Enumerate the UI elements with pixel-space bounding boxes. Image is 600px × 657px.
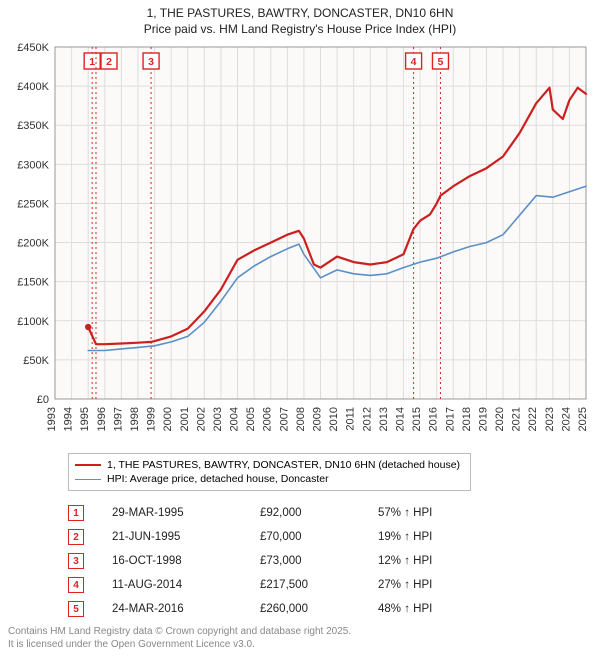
svg-text:2002: 2002 xyxy=(195,407,207,431)
svg-text:£450K: £450K xyxy=(17,42,49,54)
footer-line-1: Contains HM Land Registry data © Crown c… xyxy=(8,625,592,638)
svg-text:2019: 2019 xyxy=(477,407,489,431)
sales-row: 4 11-AUG-2014 £217,500 27% ↑ HPI xyxy=(68,573,600,597)
title-line-2: Price paid vs. HM Land Registry's House … xyxy=(4,22,596,38)
svg-text:2011: 2011 xyxy=(345,407,357,431)
svg-text:£350K: £350K xyxy=(17,120,49,132)
sale-price: £217,500 xyxy=(260,579,350,591)
svg-text:£400K: £400K xyxy=(17,81,49,93)
svg-text:£150K: £150K xyxy=(17,277,49,289)
legend: 1, THE PASTURES, BAWTRY, DONCASTER, DN10… xyxy=(68,453,471,491)
chart-area: £0 £50K £100K £150K £200K £250K £300K £350K £400… xyxy=(0,39,600,449)
svg-text:2022: 2022 xyxy=(527,407,539,431)
svg-text:2007: 2007 xyxy=(278,407,290,431)
sales-row: 2 21-JUN-1995 £70,000 19% ↑ HPI xyxy=(68,525,600,549)
sales-row: 3 16-OCT-1998 £73,000 12% ↑ HPI xyxy=(68,549,600,573)
sale-price: £92,000 xyxy=(260,507,350,519)
sale-price: £70,000 xyxy=(260,531,350,543)
attribution-footer: Contains HM Land Registry data © Crown c… xyxy=(8,625,592,651)
svg-text:2010: 2010 xyxy=(328,407,340,431)
svg-text:£250K: £250K xyxy=(17,199,49,211)
svg-text:2015: 2015 xyxy=(411,407,423,431)
sale-marker-3: 3 xyxy=(68,553,84,569)
svg-text:1998: 1998 xyxy=(129,407,141,431)
sale-diff: 19% ↑ HPI xyxy=(378,531,478,543)
sale-date: 21-JUN-1995 xyxy=(112,531,232,543)
sale-price: £260,000 xyxy=(260,603,350,615)
sale-diff: 48% ↑ HPI xyxy=(378,603,478,615)
sale-marker-5: 5 xyxy=(68,601,84,617)
svg-text:2003: 2003 xyxy=(212,407,224,431)
svg-text:1995: 1995 xyxy=(79,407,91,431)
legend-swatch-hpi xyxy=(75,479,101,480)
legend-item-subject: 1, THE PASTURES, BAWTRY, DONCASTER, DN10… xyxy=(75,458,460,472)
svg-text:2006: 2006 xyxy=(262,407,274,431)
svg-text:1993: 1993 xyxy=(46,407,58,431)
svg-text:£300K: £300K xyxy=(17,160,49,172)
svg-text:1997: 1997 xyxy=(112,407,124,431)
svg-text:2005: 2005 xyxy=(245,407,257,431)
sales-row: 5 24-MAR-2016 £260,000 48% ↑ HPI xyxy=(68,597,600,621)
footer-line-2: It is licensed under the Open Government… xyxy=(8,638,592,651)
svg-text:1994: 1994 xyxy=(63,407,75,431)
sale-date: 11-AUG-2014 xyxy=(112,579,232,591)
svg-text:2: 2 xyxy=(106,56,112,68)
legend-label-hpi: HPI: Average price, detached house, Donc… xyxy=(107,473,329,485)
sale-date: 29-MAR-1995 xyxy=(112,507,232,519)
sale-marker-2: 2 xyxy=(68,529,84,545)
sale-diff: 12% ↑ HPI xyxy=(378,555,478,567)
svg-text:£100K: £100K xyxy=(17,316,49,328)
sale-marker-4: 4 xyxy=(68,577,84,593)
legend-swatch-subject xyxy=(75,464,101,466)
svg-text:£200K: £200K xyxy=(17,238,49,250)
svg-text:2004: 2004 xyxy=(229,407,241,431)
sale-price: £73,000 xyxy=(260,555,350,567)
svg-text:1: 1 xyxy=(89,56,95,68)
sale-marker-1: 1 xyxy=(68,505,84,521)
svg-text:2020: 2020 xyxy=(494,407,506,431)
sales-table: 1 29-MAR-1995 £92,000 57% ↑ HPI 2 21-JUN-1995… xyxy=(68,501,600,621)
svg-text:£50K: £50K xyxy=(23,355,49,367)
legend-item-hpi: HPI: Average price, detached house, Donc… xyxy=(75,472,460,486)
legend-label-subject: 1, THE PASTURES, BAWTRY, DONCASTER, DN10… xyxy=(107,459,460,471)
svg-text:2009: 2009 xyxy=(312,407,324,431)
svg-text:4: 4 xyxy=(411,56,417,68)
sale-diff: 27% ↑ HPI xyxy=(378,579,478,591)
svg-text:1999: 1999 xyxy=(146,407,158,431)
svg-text:1996: 1996 xyxy=(96,407,108,431)
svg-text:2023: 2023 xyxy=(544,407,556,431)
chart-svg: £0 £50K £100K £150K £200K £250K £300K £350K £400… xyxy=(0,39,600,449)
svg-text:2012: 2012 xyxy=(361,407,373,431)
svg-text:3: 3 xyxy=(148,56,154,68)
svg-text:2024: 2024 xyxy=(560,407,572,431)
svg-text:2014: 2014 xyxy=(394,407,406,431)
title-line-1: 1, THE PASTURES, BAWTRY, DONCASTER, DN10… xyxy=(4,6,596,22)
svg-text:2008: 2008 xyxy=(295,407,307,431)
svg-text:2021: 2021 xyxy=(511,407,523,431)
svg-text:5: 5 xyxy=(438,56,444,68)
sale-date: 24-MAR-2016 xyxy=(112,603,232,615)
svg-text:2018: 2018 xyxy=(461,407,473,431)
sale-diff: 57% ↑ HPI xyxy=(378,507,478,519)
svg-text:2025: 2025 xyxy=(577,407,589,431)
sales-row: 1 29-MAR-1995 £92,000 57% ↑ HPI xyxy=(68,501,600,525)
svg-text:£0: £0 xyxy=(37,394,49,406)
svg-text:2013: 2013 xyxy=(378,407,390,431)
svg-text:2000: 2000 xyxy=(162,407,174,431)
svg-text:2001: 2001 xyxy=(179,407,191,431)
svg-text:2017: 2017 xyxy=(444,407,456,431)
sale-date: 16-OCT-1998 xyxy=(112,555,232,567)
chart-titles: 1, THE PASTURES, BAWTRY, DONCASTER, DN10… xyxy=(0,0,600,39)
svg-text:2016: 2016 xyxy=(428,407,440,431)
